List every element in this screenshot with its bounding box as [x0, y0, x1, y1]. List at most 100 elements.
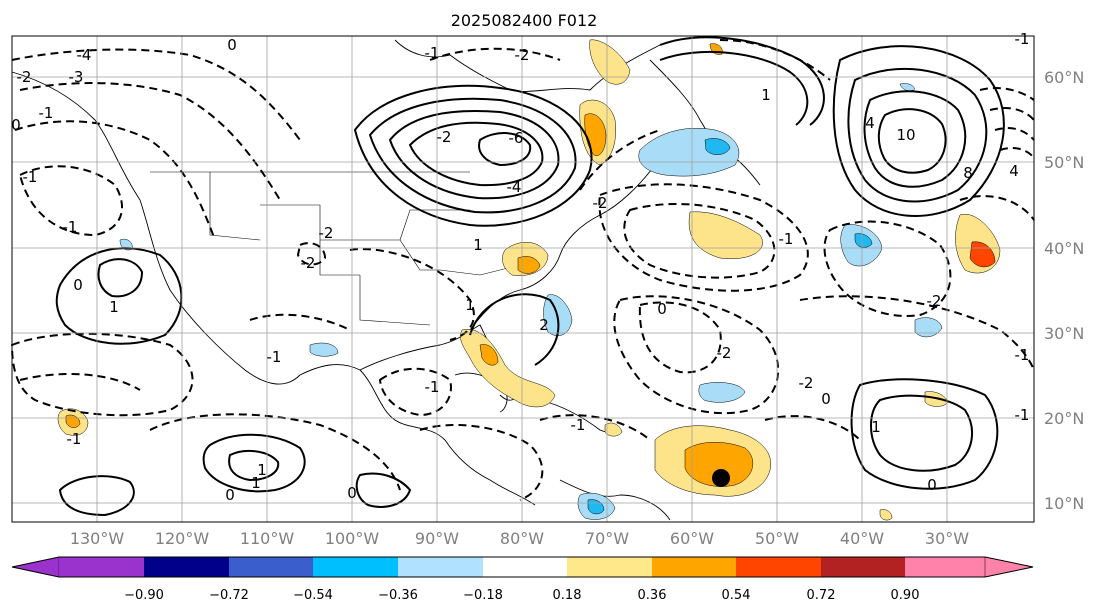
lon-label: 50°W — [755, 529, 799, 548]
contour-label: -2 — [593, 194, 608, 212]
colorbar-segment — [398, 557, 483, 577]
shade-negative — [854, 233, 873, 248]
contour-label: -2 — [319, 224, 334, 242]
contour-label: -6 — [509, 129, 524, 147]
anomaly-shading — [57, 39, 1001, 521]
contour-label: -2 — [301, 254, 316, 272]
colorbar-tick-label: −0.18 — [463, 588, 503, 603]
contour-label: -1 — [1015, 346, 1030, 364]
colorbar-tick-label: −0.72 — [209, 588, 249, 603]
contour-label: -1 — [1015, 30, 1030, 48]
contour-label: -4 — [77, 46, 92, 64]
contour-label: 0 — [347, 484, 357, 502]
lat-label: 50°N — [1044, 153, 1084, 172]
contour-label: 4 — [865, 114, 875, 132]
lat-label: 10°N — [1044, 494, 1084, 513]
colorbar-segment — [59, 557, 144, 577]
contour-label: -1 — [267, 348, 282, 366]
contour-label: 0 — [227, 36, 237, 54]
contour-label: 1 — [761, 86, 771, 104]
colorbar-tick-label: 0.36 — [638, 588, 667, 603]
contour-label: -2 — [17, 68, 32, 86]
lon-label: 30°W — [925, 529, 969, 548]
lat-label: 40°N — [1044, 239, 1084, 258]
lon-label: 60°W — [670, 529, 714, 548]
colorbar-segment — [483, 557, 567, 577]
colorbar-segment — [144, 557, 229, 577]
contours-solid — [55, 36, 1005, 517]
contour-label: -1 — [425, 44, 440, 62]
contour-label: 8 — [963, 164, 973, 182]
colorbar-outline — [11, 556, 1034, 578]
storm-marker — [712, 469, 730, 487]
colorbar-segment — [567, 557, 652, 577]
contour-label: -2 — [927, 292, 942, 310]
lon-label: 130°W — [70, 529, 125, 548]
longitude-axis: 130°W 120°W 110°W 100°W 90°W 80°W 70°W 6… — [70, 529, 969, 548]
colorbar-tick-label: −0.90 — [124, 588, 164, 603]
map-frame — [11, 35, 1035, 523]
contour-label: 4 — [1009, 162, 1019, 180]
lon-label: 110°W — [240, 529, 295, 548]
shade-positive — [879, 509, 893, 521]
colorbar-segment — [652, 557, 736, 577]
contour-label: 0 — [657, 300, 667, 318]
contour-label: -2 — [717, 344, 732, 362]
map-title: 2025082400 F012 — [451, 11, 598, 30]
colorbar-segment — [229, 557, 313, 577]
lon-label: 80°W — [500, 529, 544, 548]
shade-negative — [698, 382, 746, 403]
lon-label: 90°W — [415, 529, 459, 548]
contour-label: -2 — [515, 46, 530, 64]
lon-label: 120°W — [155, 529, 210, 548]
shade-positive — [688, 211, 763, 260]
contour-label: 0 — [927, 476, 937, 494]
contour-label: -1 — [571, 416, 586, 434]
colorbar-extend-high — [984, 556, 1034, 578]
contour-label: 1 — [465, 296, 475, 314]
contour-label: -4 — [507, 178, 522, 196]
contour-label: 0 — [821, 390, 831, 408]
latitude-axis: 60°N 50°N 40°N 30°N 20°N 10°N — [1044, 68, 1084, 513]
contour-label-group: -4 -3 -2 -1 0 0 -1 1 -1 -2 0 -1 1 0 -2 -… — [11, 30, 1029, 504]
colorbar-tick-label: 0.18 — [553, 588, 582, 603]
lat-label: 60°N — [1044, 68, 1084, 87]
contour-label: 0 — [73, 276, 83, 294]
contour-label: -2 — [799, 374, 814, 392]
colorbar: −0.90 −0.72 −0.54 −0.36 −0.18 0.18 0.36 … — [11, 556, 1034, 603]
contour-label: -2 — [437, 128, 452, 146]
lat-label: 30°N — [1044, 324, 1084, 343]
contour-label: -3 — [69, 68, 84, 86]
contour-label: 10 — [896, 126, 915, 144]
shade-positive — [479, 344, 499, 366]
shade-positive — [684, 441, 754, 487]
shade-positive — [589, 39, 631, 85]
colorbar-tick-label: −0.54 — [293, 588, 333, 603]
contour-label: 1 — [109, 298, 119, 316]
contour-label: 1 — [473, 236, 483, 254]
colorbar-tick-label: 0.72 — [807, 588, 836, 603]
contour-label: 2 — [539, 316, 549, 334]
state-borders — [150, 171, 521, 326]
shade-negative — [899, 83, 915, 91]
contour-label: -1 — [779, 230, 794, 248]
graticule — [12, 36, 1034, 522]
colorbar-segment — [736, 557, 821, 577]
colorbar-tick-label: −0.36 — [378, 588, 418, 603]
lon-label: 40°W — [840, 529, 884, 548]
contour-label: -1 — [1015, 406, 1030, 424]
contour-label: 1 — [871, 418, 881, 436]
contour-label: -1 — [63, 218, 78, 236]
contour-label: 0 — [11, 116, 21, 134]
contour-label: 1 — [251, 474, 261, 492]
colorbar-tick-label: 0.90 — [891, 588, 920, 603]
lat-label: 20°N — [1044, 409, 1084, 428]
contour-label: 1 — [257, 461, 267, 479]
contour-label: 0 — [225, 486, 235, 504]
colorbar-segment — [821, 557, 905, 577]
colorbar-extend-low — [11, 556, 60, 578]
lon-label: 100°W — [325, 529, 380, 548]
colorbar-segment — [313, 557, 398, 577]
shade-negative — [914, 317, 943, 338]
